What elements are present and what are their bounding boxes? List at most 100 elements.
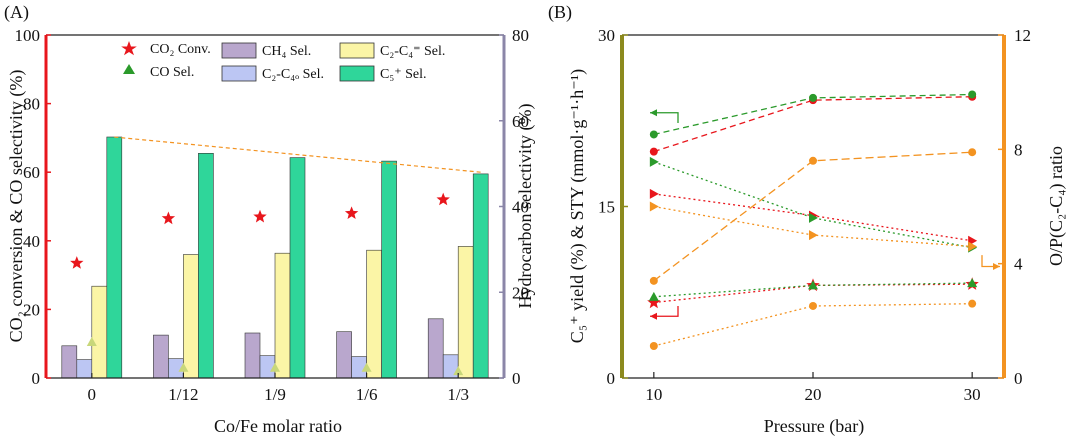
series-marker-7: [808, 280, 818, 290]
panel-a-markers: [70, 192, 464, 376]
series-marker-7: [648, 291, 659, 301]
panel-b-xtick-label: 30: [964, 385, 981, 404]
panel-a-y2tick-label: 40: [512, 198, 529, 217]
panel-a-ytick-label: 0: [32, 369, 41, 388]
series-marker-5: [809, 156, 817, 165]
co-sel-marker: [270, 362, 280, 372]
series-marker-5: [649, 276, 658, 285]
orange-right-arrow-icon-head: [993, 263, 1000, 271]
co2-conv-marker: [161, 211, 176, 225]
bar-c5: [198, 153, 214, 379]
panel-a-axes: 0 20 40 60 80 100 0 20 40 60 80 0 1/12 1/9 1/6 1/3: [15, 26, 530, 404]
panel-b-ytick-label: 30: [598, 26, 615, 45]
bar-c2c4o: [76, 359, 93, 379]
legend-c2c4o-swatch: [221, 65, 257, 82]
green-left-arrow-icon: [650, 112, 679, 124]
panel-a-xtick-label: 0: [88, 385, 97, 404]
red-left-arrow-icon: [650, 305, 679, 317]
co-sel-marker: [453, 366, 464, 376]
series-line-8: [653, 303, 973, 347]
panel-a-ylabel: CO₂ conversion & CO selectivity (%): [6, 70, 27, 343]
legend-c2c4eq-swatch: [339, 42, 375, 59]
panel-a-bars: [61, 136, 489, 379]
red-left-arrow-icon-head: [650, 312, 657, 320]
orange-right-arrow-icon: [981, 255, 1000, 268]
panel-a-xtick-label: 1/3: [447, 385, 469, 404]
legend-c2c4o: C₂-C₄ₒ Sel.: [262, 67, 324, 82]
legend-c5: C₅⁺ Sel.: [380, 67, 427, 82]
c5-trendline: [114, 136, 481, 173]
series-marker-3: [649, 156, 659, 167]
co2-conv-marker: [344, 206, 359, 219]
series-marker-8: [649, 341, 658, 350]
panel-a-xtick-label: 1/9: [264, 385, 286, 404]
series-marker-1: [809, 93, 817, 102]
bar-c5: [106, 136, 123, 379]
series-marker-1: [649, 130, 658, 139]
bar-c2c4eq: [457, 246, 474, 379]
series-marker-2: [649, 188, 659, 199]
bar-ch4: [61, 345, 78, 379]
panel-a-ytick-label: 100: [15, 26, 41, 45]
series-marker-4: [968, 241, 978, 252]
panel-a-legend: CO₂ Conv. CO Sel. CH₄ Sel. C₂-C₄ₒ Sel. C…: [121, 41, 445, 82]
panel-b-ytick-label: 15: [598, 198, 615, 217]
legend-co-triangle-icon: [123, 64, 135, 74]
legend-c5-swatch: [339, 65, 375, 82]
panel-a-trendline: [114, 136, 481, 173]
panel-b-xtick-label: 10: [645, 385, 662, 404]
panel-a-y2tick-label: 80: [512, 26, 529, 45]
panel-a-ytick-label: 80: [23, 95, 40, 114]
panel-b-xtick-label: 20: [805, 385, 822, 404]
series-line-0: [653, 96, 973, 153]
panel-b-ytick-label: 0: [607, 369, 616, 388]
panel-b-axis-arrows: [650, 109, 1000, 320]
bar-ch4: [427, 318, 444, 379]
legend-co-sel: CO Sel.: [150, 65, 194, 80]
series-marker-7: [967, 278, 978, 288]
panel-b-y2tick-label: 0: [1014, 369, 1023, 388]
panel-b-y2tick-label: 4: [1014, 255, 1023, 274]
panel-a-ytick-label: 40: [23, 232, 40, 251]
panel-b-y2tick-label: 12: [1014, 26, 1031, 45]
panel-b-axes: 0 15 30 0 4 8 12 10 20 30: [598, 26, 1031, 404]
bar-c5: [472, 173, 489, 379]
series-marker-5: [968, 148, 977, 157]
legend-ch4-swatch: [221, 42, 257, 59]
series-marker-3: [809, 212, 818, 223]
series-marker-0: [649, 147, 658, 156]
panel-b-lines: [647, 90, 979, 350]
panel-a-ytick-label: 20: [23, 300, 40, 319]
bar-ch4: [336, 331, 352, 379]
panel-a-y2label: Hydrocarbon selectivity (%): [515, 104, 536, 309]
series-marker-4: [809, 230, 818, 241]
bar-c2c4eq: [274, 252, 291, 379]
panel-a-xtick-label: 1/12: [168, 385, 198, 404]
bar-c2c4eq: [366, 249, 382, 379]
bar-c2c4eq: [91, 285, 108, 379]
panel-a-xlabel: Co/Fe molar ratio: [214, 416, 342, 436]
bar-ch4: [153, 334, 169, 379]
series-line-3: [653, 161, 973, 249]
panel-a-label: (A): [4, 2, 29, 23]
panel-a-y2tick-label: 0: [512, 369, 521, 388]
legend-c2c4eq: C₂-C₄⁼ Sel.: [380, 44, 445, 59]
co-sel-marker: [86, 336, 97, 346]
panel-a-xtick-label: 1/6: [356, 385, 378, 404]
bar-c2c4eq: [183, 254, 199, 379]
panel-b: (B) 0 15 30 0 4 8 12 10 20 30 C₅⁺ yield (%) & STY…: [548, 2, 1067, 436]
legend-co2-conv: CO₂ Conv.: [150, 42, 211, 57]
bar-ch4: [244, 332, 261, 379]
panel-b-ylabel: C₅⁺ yield (%) & STY (mmol·g⁻¹·h⁻¹): [567, 69, 588, 343]
panel-a-y2tick-label: 20: [512, 283, 529, 302]
green-left-arrow-icon-head: [650, 109, 657, 117]
co-sel-marker: [178, 362, 189, 372]
panel-b-xlabel: Pressure (bar): [764, 416, 864, 436]
co2-conv-marker: [436, 192, 450, 206]
panel-b-y2tick-label: 8: [1014, 140, 1023, 159]
series-marker-6: [647, 295, 661, 309]
co2-conv-marker: [70, 256, 84, 269]
series-marker-8: [809, 301, 817, 310]
